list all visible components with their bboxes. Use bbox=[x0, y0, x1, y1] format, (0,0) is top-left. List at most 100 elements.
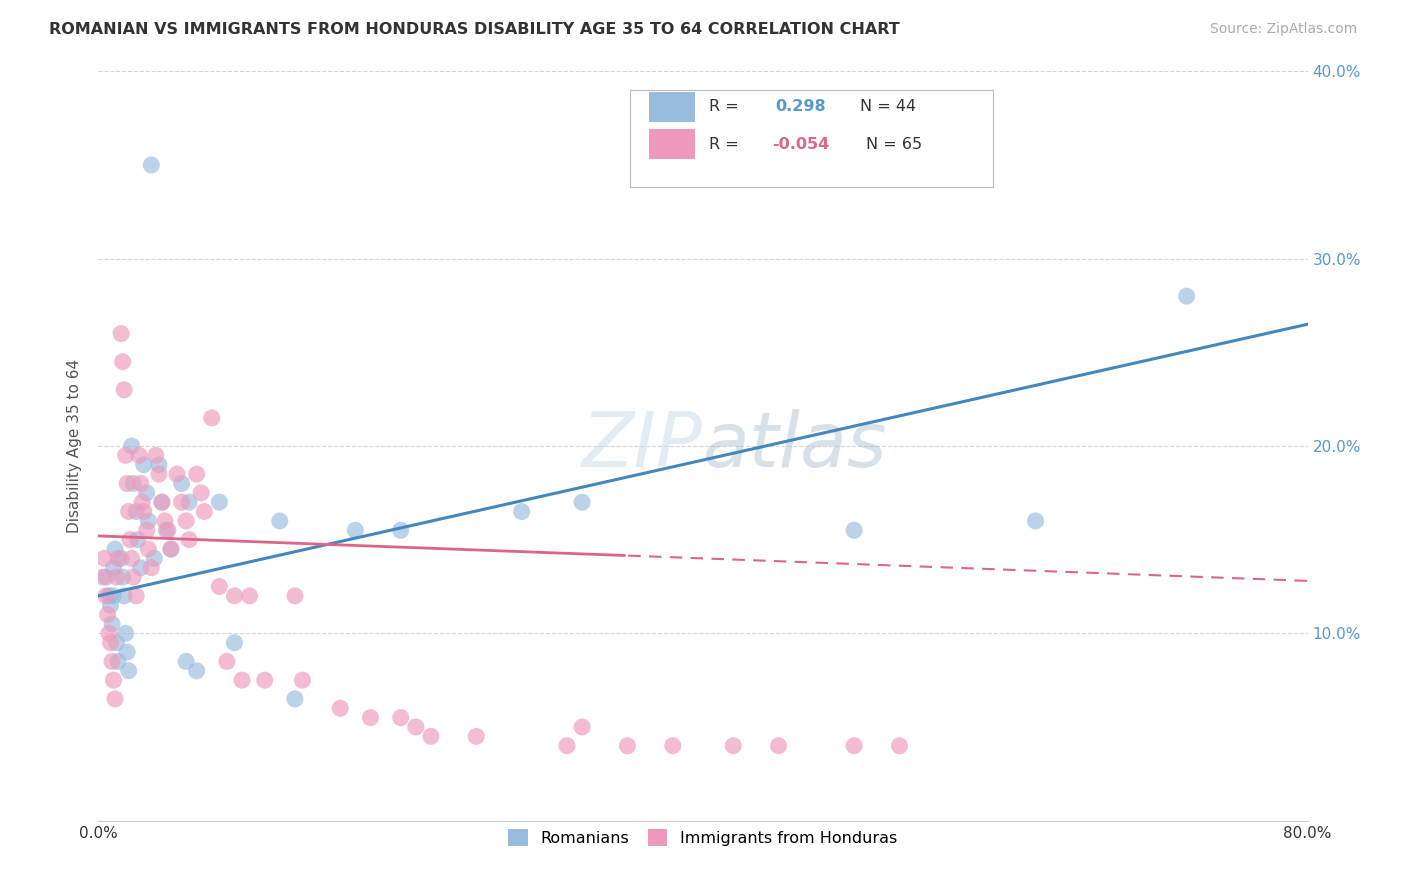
Point bbox=[132, 505, 155, 519]
Point bbox=[115, 645, 138, 659]
Point bbox=[1024, 514, 1046, 528]
Point bbox=[186, 467, 208, 482]
Point bbox=[136, 542, 159, 557]
Text: N = 44: N = 44 bbox=[860, 99, 917, 114]
Point bbox=[465, 730, 488, 744]
Point bbox=[131, 495, 153, 509]
Point bbox=[208, 495, 231, 509]
Point bbox=[103, 561, 125, 575]
Point bbox=[100, 635, 122, 649]
Point bbox=[143, 551, 166, 566]
Point bbox=[129, 561, 152, 575]
Point bbox=[101, 655, 124, 669]
Text: -0.054: -0.054 bbox=[772, 136, 830, 152]
Point bbox=[96, 607, 118, 622]
Point bbox=[170, 495, 193, 509]
Point bbox=[127, 533, 149, 547]
Point bbox=[160, 542, 183, 557]
Point bbox=[111, 570, 134, 584]
Point bbox=[107, 655, 129, 669]
Text: R =: R = bbox=[709, 136, 744, 152]
Point bbox=[661, 739, 683, 753]
Point bbox=[94, 570, 117, 584]
Point bbox=[239, 589, 262, 603]
Point bbox=[889, 739, 911, 753]
Point bbox=[284, 589, 307, 603]
Point bbox=[110, 551, 132, 566]
Point bbox=[148, 458, 170, 472]
Point bbox=[148, 467, 170, 482]
Text: Source: ZipAtlas.com: Source: ZipAtlas.com bbox=[1209, 22, 1357, 37]
Point bbox=[122, 570, 145, 584]
Point bbox=[107, 551, 129, 566]
Legend: Romanians, Immigrants from Honduras: Romanians, Immigrants from Honduras bbox=[501, 822, 905, 854]
Point bbox=[231, 673, 253, 688]
Point bbox=[201, 411, 224, 425]
Point bbox=[1175, 289, 1198, 303]
Text: 0.298: 0.298 bbox=[776, 99, 827, 114]
Point bbox=[153, 514, 176, 528]
Point bbox=[105, 635, 128, 649]
Point bbox=[98, 589, 121, 603]
Point bbox=[215, 655, 238, 669]
Point bbox=[125, 589, 148, 603]
Point bbox=[135, 524, 157, 538]
Point bbox=[135, 486, 157, 500]
FancyBboxPatch shape bbox=[630, 90, 993, 187]
Point bbox=[103, 589, 125, 603]
Point bbox=[132, 458, 155, 472]
Point bbox=[98, 626, 121, 640]
Point bbox=[111, 355, 134, 369]
Point bbox=[150, 495, 173, 509]
Point bbox=[405, 720, 427, 734]
Point bbox=[136, 514, 159, 528]
Point bbox=[103, 673, 125, 688]
Point bbox=[91, 570, 114, 584]
Point bbox=[224, 589, 246, 603]
FancyBboxPatch shape bbox=[648, 92, 695, 121]
Point bbox=[555, 739, 578, 753]
Point bbox=[768, 739, 790, 753]
Point bbox=[723, 739, 745, 753]
Point bbox=[616, 739, 638, 753]
Point bbox=[389, 524, 412, 538]
Point bbox=[571, 720, 593, 734]
Point bbox=[120, 533, 142, 547]
Text: R =: R = bbox=[709, 99, 744, 114]
Point bbox=[93, 551, 115, 566]
Point bbox=[145, 449, 167, 463]
Point bbox=[125, 505, 148, 519]
Point bbox=[329, 701, 352, 715]
Point bbox=[122, 476, 145, 491]
Point bbox=[100, 599, 122, 613]
Point bbox=[193, 505, 215, 519]
Point bbox=[166, 467, 188, 482]
Text: ROMANIAN VS IMMIGRANTS FROM HONDURAS DISABILITY AGE 35 TO 64 CORRELATION CHART: ROMANIAN VS IMMIGRANTS FROM HONDURAS DIS… bbox=[49, 22, 900, 37]
Point bbox=[389, 710, 412, 724]
Point bbox=[571, 495, 593, 509]
Point bbox=[118, 505, 141, 519]
Point bbox=[420, 730, 443, 744]
Text: ZIP: ZIP bbox=[582, 409, 703, 483]
Point bbox=[141, 561, 163, 575]
Point bbox=[360, 710, 382, 724]
Point bbox=[104, 692, 127, 706]
FancyBboxPatch shape bbox=[648, 129, 695, 159]
Point bbox=[121, 551, 143, 566]
Point bbox=[128, 449, 150, 463]
Text: N = 65: N = 65 bbox=[866, 136, 922, 152]
Point bbox=[160, 542, 183, 557]
Point bbox=[114, 626, 136, 640]
Point bbox=[104, 542, 127, 557]
Point bbox=[105, 570, 128, 584]
Point bbox=[174, 655, 197, 669]
Point bbox=[155, 524, 177, 538]
Y-axis label: Disability Age 35 to 64: Disability Age 35 to 64 bbox=[67, 359, 83, 533]
Point bbox=[156, 524, 179, 538]
Point bbox=[190, 486, 212, 500]
Point bbox=[179, 533, 201, 547]
Point bbox=[844, 524, 866, 538]
Point bbox=[115, 476, 138, 491]
Point bbox=[208, 580, 231, 594]
Point bbox=[101, 617, 124, 632]
